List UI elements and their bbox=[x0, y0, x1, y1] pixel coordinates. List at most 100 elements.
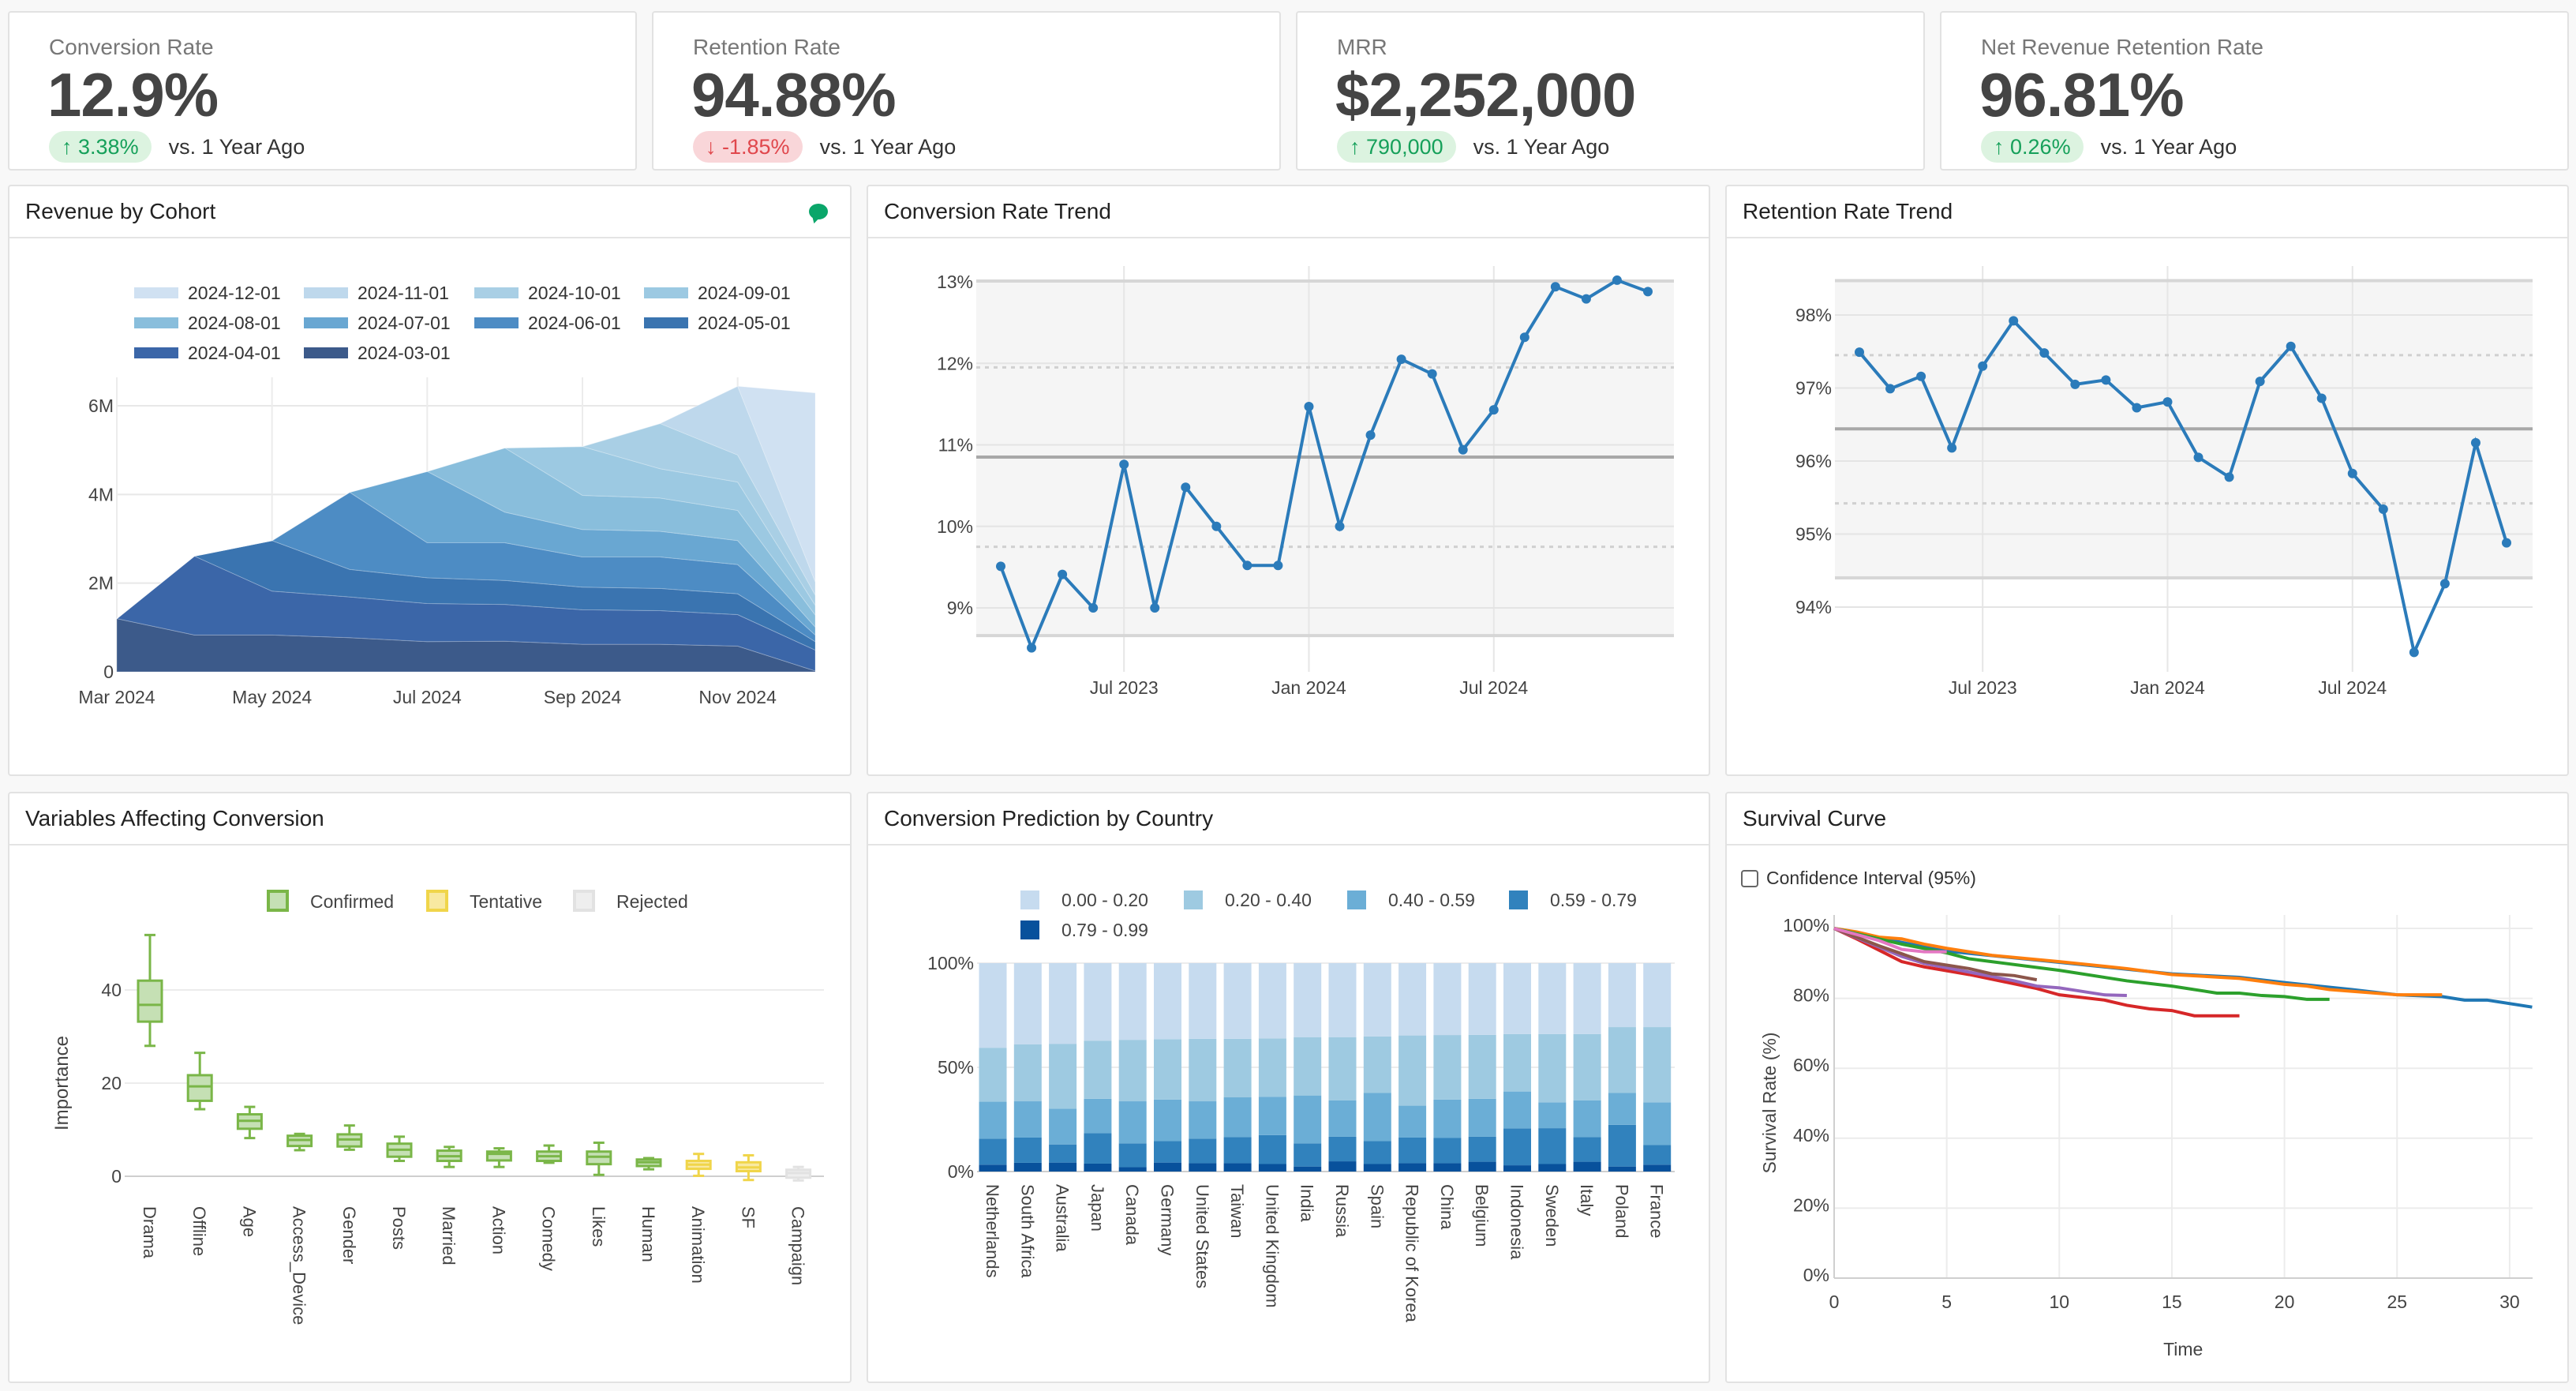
bar-segment-Sweden bbox=[1538, 1164, 1567, 1172]
kpi-value: 96.81% bbox=[1979, 60, 2185, 129]
x-tick-label: Indonesia bbox=[1507, 1184, 1527, 1260]
data-point bbox=[2009, 316, 2019, 326]
legend-label: 0.20 - 0.40 bbox=[1225, 890, 1312, 910]
panel-header: Conversion Rate Trend bbox=[868, 186, 1709, 238]
bar-segment-Germany bbox=[1154, 1162, 1181, 1172]
x-tick-label: Age bbox=[239, 1206, 259, 1237]
y-tick-label: 98% bbox=[1795, 305, 1832, 325]
y-tick-label: 80% bbox=[1793, 985, 1829, 1006]
kpi-compare-text: vs. 1 Year Ago bbox=[168, 135, 305, 159]
bar-segment-Russia bbox=[1328, 1136, 1357, 1162]
x-tick-label: Italy bbox=[1577, 1184, 1597, 1216]
kpi-card-net-revenue-retention: Net Revenue Retention Rate 96.81% ↑ 0.26… bbox=[1940, 11, 2569, 171]
y-tick-label: 10% bbox=[937, 516, 973, 537]
bar-segment-United Kingdom bbox=[1258, 1097, 1286, 1135]
x-tick-label: France bbox=[1647, 1184, 1667, 1238]
chat-bubble-icon[interactable] bbox=[809, 204, 828, 219]
y-tick-label: 2M bbox=[88, 573, 114, 594]
y-tick-label: 0% bbox=[948, 1161, 974, 1182]
confidence-interval-checkbox[interactable] bbox=[1741, 869, 1758, 887]
country-stacked-bar-chart: 0% 50% 100% 0.00 - 0.20 0.20 - 0.40 0.40 - 0.… bbox=[927, 890, 1675, 1323]
survival-line-4 bbox=[1833, 927, 2240, 1018]
bar-segment-Republic of Korea bbox=[1398, 1105, 1427, 1138]
confidence-interval-toggle[interactable]: Confidence Interval (95%) bbox=[1741, 868, 1976, 889]
x-tick-label: 20 bbox=[2275, 1292, 2295, 1312]
bar-segment-Russia bbox=[1328, 1037, 1357, 1100]
data-point bbox=[2347, 468, 2357, 478]
x-tick-label: Nov 2024 bbox=[698, 687, 777, 707]
legend-label: 0.79 - 0.99 bbox=[1061, 920, 1148, 940]
x-tick-label: Jul 2023 bbox=[1949, 677, 2017, 698]
legend-swatch bbox=[573, 890, 595, 912]
bar-segment-Germany bbox=[1154, 1099, 1181, 1142]
data-point bbox=[1273, 561, 1283, 571]
data-point bbox=[1181, 482, 1191, 493]
data-point bbox=[2470, 437, 2481, 448]
x-tick-label: Jan 2024 bbox=[2130, 677, 2205, 698]
bar-segment-China bbox=[1433, 1035, 1462, 1100]
bar-segment-Spain bbox=[1363, 1141, 1391, 1164]
bar-segment-Poland bbox=[1608, 1027, 1636, 1093]
kpi-change-badge: ↑ 3.38% bbox=[49, 131, 152, 163]
data-point bbox=[2409, 647, 2419, 658]
area-cohort-2024-07-01 bbox=[116, 471, 816, 636]
x-tick-label: 10 bbox=[2050, 1292, 2070, 1312]
data-point bbox=[2193, 452, 2203, 463]
bar-segment-France bbox=[1643, 1027, 1672, 1103]
data-point bbox=[1550, 282, 1560, 292]
area-cohort-2024-10-01 bbox=[116, 422, 816, 619]
kpi-change-row: ↑ 0.26% vs. 1 Year Ago bbox=[1981, 131, 2237, 163]
bar-segment-Republic of Korea bbox=[1398, 963, 1427, 1036]
data-point bbox=[2101, 375, 2111, 385]
data-point bbox=[2502, 538, 2511, 548]
data-point bbox=[2132, 403, 2142, 413]
kpi-label: MRR bbox=[1337, 35, 1387, 59]
bar-segment-China bbox=[1433, 1163, 1462, 1172]
x-tick-label: May 2024 bbox=[232, 687, 312, 707]
bar-segment-Sweden bbox=[1538, 963, 1567, 1034]
kpi-compare-text: vs. 1 Year Ago bbox=[2100, 135, 2237, 159]
x-tick-label: Human bbox=[638, 1206, 658, 1262]
legend-swatch bbox=[474, 287, 519, 298]
bar-segment-India bbox=[1294, 1166, 1322, 1172]
data-point bbox=[1488, 405, 1499, 415]
bar-segment-Italy bbox=[1573, 1137, 1601, 1162]
legend-label: Rejected bbox=[616, 891, 688, 912]
bar-segment-Poland bbox=[1608, 963, 1636, 1028]
bar-segment-Japan bbox=[1084, 1163, 1112, 1172]
x-tick-label: Sweden bbox=[1542, 1184, 1562, 1247]
y-tick-label: 0 bbox=[111, 1166, 122, 1187]
retention-rate-trend-chart: Jul 2023 Jan 2024 Jul 2024 94% 95% 96% 97% 98% bbox=[1795, 266, 2533, 698]
kpi-compare-text: vs. 1 Year Ago bbox=[819, 135, 957, 159]
legend-swatch bbox=[134, 347, 178, 358]
bar-segment-Italy bbox=[1573, 963, 1601, 1034]
bar-segment-Germany bbox=[1154, 963, 1181, 1040]
data-point bbox=[1916, 371, 1926, 381]
variables-box-plot: 0 20 40 Importance Confirmed Tentative Rejecte… bbox=[51, 890, 824, 1325]
legend-swatch bbox=[1184, 890, 1203, 909]
x-tick-label: Likes bbox=[589, 1206, 608, 1247]
y-tick-label: 20% bbox=[1793, 1194, 1829, 1215]
data-point bbox=[2378, 504, 2388, 515]
kpi-card-conversion-rate: Conversion Rate 12.9% ↑ 3.38% vs. 1 Year… bbox=[8, 11, 637, 171]
bar-segment-Republic of Korea bbox=[1398, 1035, 1427, 1106]
kpi-change-row: ↑ 3.38% vs. 1 Year Ago bbox=[49, 131, 305, 163]
y-tick-label: 50% bbox=[938, 1057, 974, 1078]
legend-label: Confirmed bbox=[310, 891, 394, 912]
y-tick-label: 11% bbox=[938, 435, 973, 456]
panel-title: Survival Curve bbox=[1743, 806, 1887, 830]
legend-label: 2024-07-01 bbox=[358, 313, 451, 333]
x-tick-label: 0 bbox=[1829, 1292, 1840, 1312]
y-tick-label: 6M bbox=[88, 396, 114, 416]
y-tick-label: 95% bbox=[1795, 524, 1832, 545]
x-tick-label: Access_Device bbox=[290, 1206, 309, 1325]
bar-segment-Netherlands bbox=[979, 1101, 1007, 1139]
bar-segment-Australia bbox=[1049, 963, 1077, 1044]
kpi-value: $2,252,000 bbox=[1335, 60, 1636, 129]
survival-line-5 bbox=[1833, 927, 2127, 998]
kpi-card-retention-rate: Retention Rate 94.88% ↓ -1.85% vs. 1 Yea… bbox=[652, 11, 1281, 171]
bar-segment-Australia bbox=[1049, 1044, 1077, 1109]
data-point bbox=[1335, 521, 1345, 531]
x-tick-label: Campaign bbox=[788, 1206, 808, 1285]
x-tick-label: Belgium bbox=[1472, 1184, 1492, 1247]
